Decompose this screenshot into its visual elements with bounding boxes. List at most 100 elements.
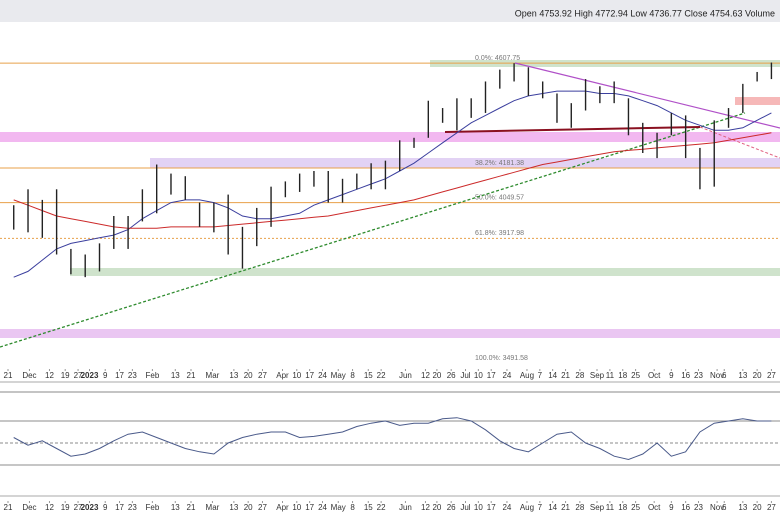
x-tick-label: 11 <box>606 503 615 512</box>
x-tick-label: 9 <box>103 503 108 512</box>
x-tick-label: 7 <box>538 371 543 380</box>
zone-band <box>0 329 780 338</box>
x-tick-label: Dec <box>22 371 36 380</box>
x-tick-label: 20 <box>753 503 762 512</box>
x-tick-label: 11 <box>606 371 615 380</box>
x-tick-label: 17 <box>487 503 496 512</box>
x-tick-label: Mar <box>206 371 220 380</box>
x-tick-label: Aug <box>520 503 534 512</box>
trend-line <box>0 112 746 348</box>
x-tick-label: 12 <box>45 371 54 380</box>
x-tick-label: 17 <box>487 371 496 380</box>
fib-label: 0.0%: 4607.75 <box>475 55 520 62</box>
x-tick-label: Sep <box>590 371 605 380</box>
x-tick-label: Mar <box>206 503 220 512</box>
x-tick-label: 6 <box>722 371 727 380</box>
x-tick-label: 24 <box>502 371 511 380</box>
x-tick-label: 27 <box>258 503 267 512</box>
x-tick-label: 16 <box>681 503 690 512</box>
x-tick-label: 27 <box>767 371 776 380</box>
x-tick-label: May <box>331 371 346 380</box>
x-tick-label: 24 <box>318 503 327 512</box>
x-tick-label: 20 <box>244 503 253 512</box>
x-tick-label: Feb <box>145 503 159 512</box>
x-tick-label: 17 <box>115 503 124 512</box>
x-tick-label: 20 <box>753 371 762 380</box>
x-tick-label: 19 <box>61 503 70 512</box>
x-tick-label: Feb <box>145 371 159 380</box>
x-tick-label: 20 <box>244 371 253 380</box>
x-tick-label: 17 <box>305 503 314 512</box>
x-tick-label: 18 <box>618 503 627 512</box>
x-tick-label: 22 <box>377 371 386 380</box>
x-tick-label: 2023 <box>81 503 99 512</box>
x-tick-label: 12 <box>421 371 430 380</box>
fib-label: 38.2%: 4181.38 <box>475 160 524 167</box>
x-tick-label: 21 <box>187 503 196 512</box>
x-tick-label: Oct <box>648 503 661 512</box>
x-tick-label: 27 <box>74 503 83 512</box>
x-tick-label: 8 <box>350 371 355 380</box>
x-tick-label: 20 <box>432 371 441 380</box>
x-tick-label: Jun <box>399 371 412 380</box>
x-tick-label: 27 <box>258 371 267 380</box>
moving-average <box>13 90 772 278</box>
fib-label: 100.0%: 3491.58 <box>475 355 528 362</box>
x-tick-label: Nov <box>710 503 724 512</box>
x-tick-label: 17 <box>115 371 124 380</box>
x-tick-label: 10 <box>292 503 301 512</box>
x-tick-label: 21 <box>561 371 570 380</box>
x-tick-label: Apr <box>276 371 289 380</box>
x-tick-label: 26 <box>447 503 456 512</box>
x-tick-label: 19 <box>61 371 70 380</box>
x-tick-label: 12 <box>45 503 54 512</box>
x-tick-label: 15 <box>364 503 373 512</box>
x-tick-label: May <box>331 503 346 512</box>
x-tick-label: Nov <box>710 371 724 380</box>
moving-average <box>13 132 772 229</box>
x-tick-label: 13 <box>171 371 180 380</box>
x-tick-label: 13 <box>171 503 180 512</box>
zone-band <box>150 158 780 168</box>
x-tick-label: Apr <box>276 503 289 512</box>
fib-label: 50.0%: 4049.57 <box>475 195 524 202</box>
x-tick-label: Aug <box>520 371 534 380</box>
x-tick-label: 25 <box>631 503 640 512</box>
header-bar <box>0 0 780 22</box>
x-tick-label: 21 <box>4 503 13 512</box>
x-tick-label: 21 <box>4 371 13 380</box>
x-tick-label: Jul <box>460 503 470 512</box>
ohlc-readout: Open 4753.92 High 4772.94 Low 4736.77 Cl… <box>515 8 775 18</box>
x-tick-label: 14 <box>548 503 557 512</box>
x-tick-label: Dec <box>22 503 36 512</box>
x-tick-label: 17 <box>305 371 314 380</box>
x-tick-label: 23 <box>128 371 137 380</box>
trend-line <box>444 126 701 133</box>
x-tick-label: 28 <box>575 503 584 512</box>
x-tick-label: 13 <box>738 503 747 512</box>
x-tick-label: 23 <box>128 503 137 512</box>
x-tick-label: 27 <box>767 503 776 512</box>
trend-line <box>514 62 780 129</box>
x-tick-label: 15 <box>364 371 373 380</box>
zone-band <box>70 268 780 276</box>
x-tick-label: 28 <box>575 371 584 380</box>
x-tick-label: 25 <box>631 371 640 380</box>
x-tick-label: 27 <box>74 371 83 380</box>
trend-line <box>699 126 780 159</box>
x-tick-label: 21 <box>561 503 570 512</box>
fib-label: 61.8%: 3917.98 <box>475 230 524 237</box>
zone-band <box>0 132 780 142</box>
x-tick-label: 22 <box>377 503 386 512</box>
x-tick-label: 18 <box>618 371 627 380</box>
x-tick-label: Sep <box>590 503 605 512</box>
x-tick-label: 13 <box>229 503 238 512</box>
x-tick-label: 7 <box>538 503 543 512</box>
x-tick-label: 24 <box>318 371 327 380</box>
x-tick-label: 23 <box>694 503 703 512</box>
x-tick-label: 20 <box>432 503 441 512</box>
x-tick-label: 21 <box>187 371 196 380</box>
x-tick-label: Jul <box>460 371 470 380</box>
x-tick-label: 24 <box>502 503 511 512</box>
x-tick-label: 12 <box>421 503 430 512</box>
